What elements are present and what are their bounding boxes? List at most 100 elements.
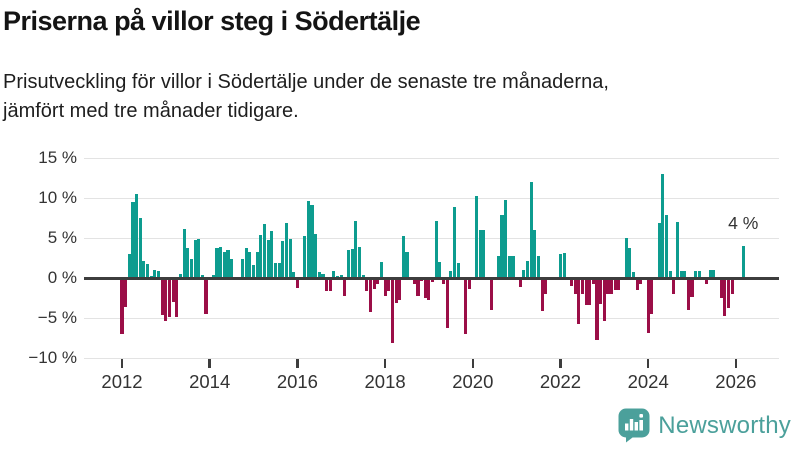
positive-bar <box>522 270 526 278</box>
negative-bar <box>573 278 577 294</box>
positive-bar <box>496 255 500 278</box>
negative-bar <box>650 278 654 314</box>
positive-bar <box>306 201 310 278</box>
last-value-annotation: 4 % <box>728 213 759 233</box>
gridline-5 <box>84 238 779 239</box>
negative-bar <box>328 278 332 291</box>
negative-bar <box>686 278 690 310</box>
chart-subtitle: Prisutveckling för villor i Södertälje u… <box>3 71 609 122</box>
positive-bar <box>259 234 263 278</box>
positive-bar <box>270 230 274 278</box>
positive-bar <box>222 252 226 278</box>
positive-bar <box>482 230 486 278</box>
y-axis-label: 0 % <box>47 268 77 287</box>
negative-bar <box>730 278 734 294</box>
positive-bar <box>226 250 230 278</box>
positive-bar <box>452 206 457 278</box>
negative-bar <box>372 278 376 290</box>
negative-bar <box>635 278 639 290</box>
negative-bar <box>591 278 595 285</box>
negative-bar <box>416 278 420 296</box>
negative-bar <box>325 278 329 291</box>
y-axis-label: 5 % <box>47 228 77 247</box>
positive-bar <box>675 222 679 278</box>
negative-bar <box>580 278 584 294</box>
positive-bar <box>537 255 541 278</box>
negative-bar <box>569 278 573 286</box>
positive-bar <box>244 247 248 278</box>
positive-bar <box>178 274 182 278</box>
negative-bar <box>445 278 449 329</box>
negative-bar <box>394 278 398 303</box>
positive-bar <box>712 270 716 278</box>
negative-bar <box>427 278 431 301</box>
positive-bar <box>186 247 190 278</box>
negative-bar <box>463 278 468 334</box>
positive-bar <box>321 274 325 278</box>
positive-bar <box>507 255 511 278</box>
negative-bar <box>167 278 172 318</box>
positive-bar <box>332 270 336 278</box>
positive-bar <box>474 196 478 278</box>
x-axis-label: 2026 <box>715 371 757 392</box>
negative-bar <box>719 278 723 298</box>
positive-bar <box>277 262 281 278</box>
negative-bar <box>705 278 709 284</box>
negative-bar <box>727 278 731 308</box>
positive-bar <box>456 262 460 278</box>
positive-bar <box>357 246 362 278</box>
negative-bar <box>489 278 493 310</box>
gridline-15 <box>84 158 779 159</box>
x-axis-label: 2012 <box>101 371 143 392</box>
positive-bar <box>628 247 632 278</box>
positive-bar <box>303 236 307 278</box>
x-axis-label: 2022 <box>539 371 582 392</box>
positive-bar <box>632 271 636 278</box>
negative-bar <box>376 278 380 285</box>
positive-bar <box>354 221 358 278</box>
negative-bar <box>544 278 548 294</box>
negative-bar <box>365 278 369 291</box>
negative-bar <box>390 278 394 343</box>
positive-bar <box>153 270 157 278</box>
positive-bar <box>288 238 292 278</box>
newsworthy-wordmark: Newsworthy <box>658 411 791 439</box>
positive-bar <box>193 240 197 278</box>
gridline-10 <box>84 198 779 199</box>
positive-bar <box>379 262 383 278</box>
newsworthy-icon <box>618 408 650 443</box>
positive-bar <box>135 194 139 278</box>
positive-bar <box>708 270 712 278</box>
positive-bar <box>438 262 442 278</box>
negative-bar <box>204 278 208 314</box>
positive-bar <box>624 238 628 278</box>
positive-bar <box>526 261 530 278</box>
y-axis-label: −5 % <box>37 308 77 327</box>
negative-bar <box>368 278 373 312</box>
positive-bar <box>694 270 698 278</box>
positive-bar <box>156 270 161 278</box>
negative-bar <box>160 278 164 315</box>
positive-bar <box>668 270 672 278</box>
negative-bar <box>577 278 581 325</box>
negative-bar <box>617 278 621 290</box>
positive-bar <box>350 249 354 278</box>
positive-bar <box>182 229 186 278</box>
negative-bar <box>383 278 387 296</box>
negative-bar <box>124 278 128 307</box>
positive-bar <box>664 214 668 278</box>
negative-bar <box>639 278 643 285</box>
positive-bar <box>127 254 131 278</box>
positive-bar <box>661 174 665 278</box>
x-axis-tick <box>559 359 562 368</box>
positive-bar <box>189 258 193 278</box>
newsworthy-logo: Newsworthy <box>618 408 791 443</box>
positive-bar <box>679 270 683 278</box>
positive-bar <box>241 258 245 278</box>
y-axis-label: 15 % <box>38 148 77 167</box>
x-axis-tick <box>208 359 211 368</box>
negative-bar <box>613 278 617 290</box>
negative-bar <box>171 278 175 302</box>
